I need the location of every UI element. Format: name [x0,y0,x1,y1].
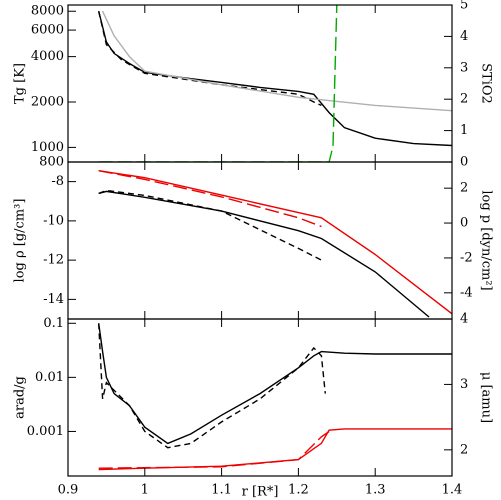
x-axis-label: r [R*] [242,485,279,500]
y-tick-label: 1000 [31,140,64,155]
panel-frame [67,4,453,163]
y2-tick-label: 2 [460,442,468,457]
y-tick-label: 4000 [31,49,64,64]
y-axis-label: Tg [K] [13,63,28,104]
y2-tick-label: -2 [460,250,473,265]
series-line [98,170,452,315]
x-tick-label: 0.9 [58,483,79,498]
y2-tick-label: 5 [460,0,468,13]
y-axis-label: log ρ [g/cm³] [13,199,28,283]
series-line [98,11,452,147]
y-tick-label: 0.001 [27,424,64,439]
y2-axis-label: STiO2 [479,63,494,104]
y-axis-label: arad/g [13,376,28,419]
y2-tick-label: 1 [460,123,468,138]
y2-axis-label: log p [dyn/cm²] [479,190,494,290]
y-tick-label: -14 [43,292,64,307]
y-tick-label: 6000 [31,23,64,38]
y2-tick-label: 2 [460,181,468,196]
series-line [98,5,338,162]
y-tick-label: 0.1 [43,316,64,331]
y2-tick-label: 3 [460,60,468,75]
y-tick-label: -10 [43,213,64,228]
series-line [98,323,452,445]
y-tick-label: 2000 [31,95,64,110]
y2-tick-label: 0 [460,216,468,231]
y2-tick-label: 4 [460,312,468,327]
y2-tick-label: 0 [460,155,468,170]
x-tick-label: 1.2 [288,483,309,498]
series-line [101,10,452,112]
x-tick-label: 1.3 [365,483,386,498]
series-line [98,323,326,449]
series-line [98,170,322,228]
series-line [98,189,322,261]
y-tick-label: -12 [43,253,64,268]
y2-tick-label: 2 [460,92,468,107]
y-tick-label: -8 [51,174,64,189]
series-line [98,430,330,469]
y-tick-label: 800 [39,155,64,170]
y-tick-label: 8000 [31,4,64,19]
y2-tick-label: 4 [460,29,468,44]
y2-axis-label: μ [amu] [479,372,494,423]
x-tick-label: 1.4 [442,483,463,498]
y-tick-label: 0.01 [35,370,64,385]
y2-tick-label: -4 [460,285,473,300]
panel-frame [67,161,453,320]
series-line [98,11,322,107]
x-tick-label: 1 [141,483,149,498]
panel-frame [67,318,453,477]
series-line [98,428,452,471]
y2-tick-label: 3 [460,377,468,392]
x-tick-label: 1.1 [211,483,232,498]
series-line [98,190,430,318]
